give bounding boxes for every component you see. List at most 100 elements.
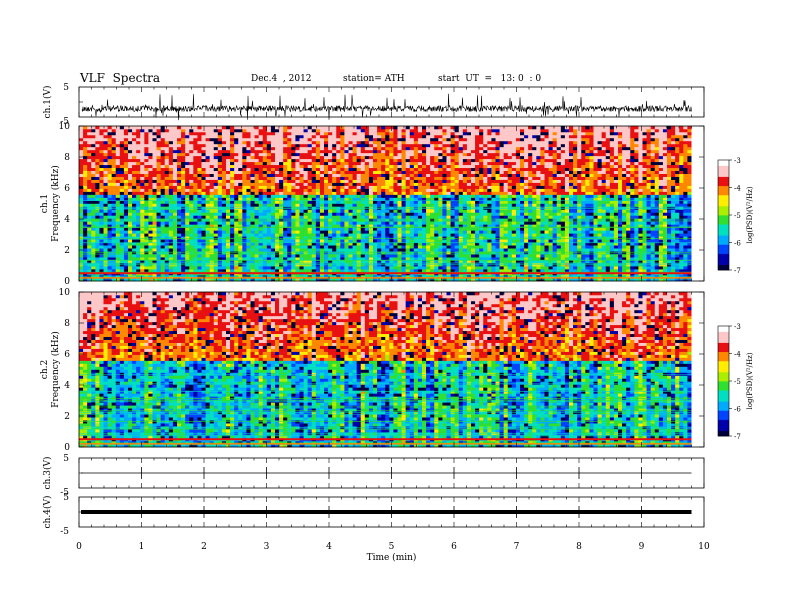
ch1-spectrogram-cell [422,218,427,222]
ch1-spectrogram-cell [458,218,464,222]
ch1-spectrogram-cell [221,128,227,133]
ch1-spectrogram-cell [352,230,357,234]
ch1-spectrogram-cell [315,131,321,136]
ch1-spectrogram-cell [132,203,137,207]
ch1-spectrogram-cell [409,269,415,273]
ch1-spectrogram-cell [413,149,419,154]
ch1-spectrogram-cell [430,233,435,237]
ch1-spectrogram-cell [417,131,423,136]
ch1-spectrogram-cell [99,275,104,279]
ch1-spectrogram-cell [295,126,300,130]
ch1-spectrogram-cell [83,179,88,183]
ch1-spectrogram-cell [87,167,92,172]
ch1-spectrogram-cell [430,200,435,204]
ch1-spectrogram-cell [360,128,366,133]
ch1-spectrogram-cell [360,167,366,172]
ch1-spectrogram-cell [279,161,284,166]
ch1-spectrogram-cell [107,152,112,157]
ch1-spectrogram-cell [242,206,247,210]
ch1-spectrogram-cell [103,239,108,243]
ch1-spectrogram-cell [144,191,149,195]
ch1-spectrogram-cell [332,200,337,204]
ch1-spectrogram-cell [324,221,329,225]
ch1-spectrogram-cell [172,149,178,154]
ch1-spectrogram-cell [430,278,435,282]
ch1-spectrogram-cell [409,128,415,133]
ch1-spectrogram-cell [95,197,100,201]
ch1-spectrogram-cell [450,185,455,189]
ch1-spectrogram-cell [79,254,84,258]
ch1-spectrogram-cell [197,224,202,228]
ch1-spectrogram-cell [193,155,198,160]
ch1-spectrogram-cell [450,140,455,145]
ch1-spectrogram-cell [246,146,251,151]
ch1-spectrogram-cell [185,161,190,166]
ch1-spectrogram-cell [103,245,108,249]
ch1-spectrogram-cell [426,191,431,195]
ch1-spectrogram-cell [148,278,153,282]
ch1-spectrogram-cell [356,266,362,270]
ch1-spectrogram-cell [201,242,206,246]
ch1-spectrogram-cell [181,260,186,264]
ch1-spectrogram-cell [205,227,210,231]
ch1-spectrogram-cell [336,143,341,148]
ch1-spectrogram-cell [434,254,439,258]
ch1-spectrogram-cell [160,191,166,195]
ch1-spectrogram-cell [189,203,194,207]
ch1-spectrogram-cell [189,164,194,169]
ch1-spectrogram-cell [413,212,419,216]
ch1-spectrogram-cell [368,131,374,136]
ch1-spectrogram-cell [336,227,341,231]
ch1-spectrogram-cell [246,230,251,234]
ch1-spectrogram-cell [348,248,353,252]
ch1-spectrogram-cell [250,266,255,270]
ch1-spectrogram-cell [442,131,447,136]
ch1-spectrogram-cell [115,152,121,157]
ch1-spectrogram-cell [413,218,419,222]
ch1-spectrogram-cell [144,218,149,222]
ch1-spectrogram-cell [287,128,292,133]
ch1-spectrogram-cell [209,126,215,130]
ch1-spectrogram-cell [442,209,447,213]
ch1-spectrogram-cell [352,182,357,186]
ch1-spectrogram-cell [381,149,386,154]
ch1-spectrogram-cell [319,158,325,163]
ch1-spectrogram-cell [397,182,402,186]
ch1-spectrogram-cell [397,221,402,225]
ch1-spectrogram-cell [397,155,402,160]
ch1-spectrogram-cell [401,134,406,139]
ch1-spectrogram-cell [140,251,145,255]
ch1-spectrogram-cell [221,182,227,186]
ch1-spectrogram-cell [95,170,100,174]
ch1-spectrogram-cell [144,254,149,258]
ch1-spectrogram-cell [295,170,300,174]
ch1-spectrogram-cell [385,269,390,273]
ch1-spectrogram-cell [213,158,219,163]
ch1-spectrogram-cell [136,251,141,255]
ch1-spectrogram-cell [270,188,276,192]
ch1-spectrogram-cell [356,197,362,201]
ch1-spectrogram-cell [315,137,321,142]
ch1-spectrogram-cell [307,245,313,249]
ch1-spectrogram-cell [442,173,447,177]
ch1-spectrogram-cell [397,245,402,249]
ch1-spectrogram-cell [246,215,251,219]
ch1-spectrogram-cell [238,179,243,183]
ch1-spectrogram-cell [328,131,333,136]
ch1-spectrogram-cell [413,209,419,213]
ch1-spectrogram-cell [368,242,374,246]
ch1-spectrogram-cell [446,143,451,148]
ch1-spectrogram-cell [197,170,202,174]
ch1-spectrogram-cell [385,143,390,148]
ch1-spectrogram-cell [156,179,161,183]
ch1-spectrogram-cell [123,170,129,174]
ch1-spectrogram-cell [373,185,378,189]
ch1-spectrogram-cell [446,173,451,177]
ch1-spectrogram-cell [172,221,178,225]
ch1-spectrogram-cell [262,224,268,228]
ch1-spectrogram-cell [275,161,280,166]
ch1-spectrogram-cell [132,236,137,240]
ch1-spectrogram-cell [311,126,317,130]
ch1-spectrogram-cell [458,179,464,183]
ch1-spectrogram-cell [205,137,210,142]
